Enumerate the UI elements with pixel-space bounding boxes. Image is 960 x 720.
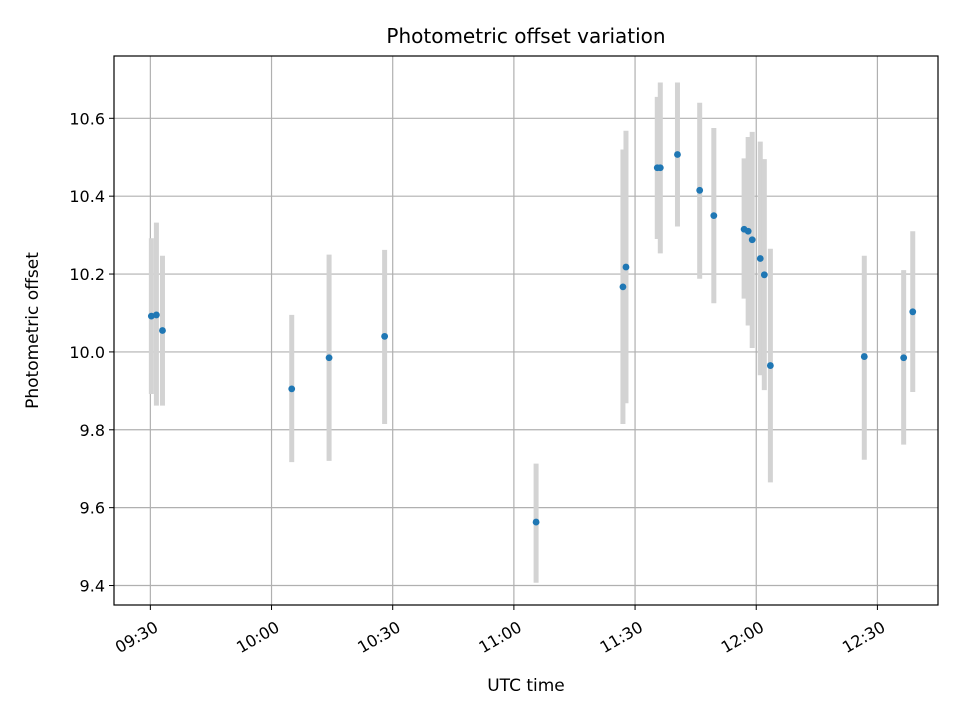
chart-title: Photometric offset variation xyxy=(386,24,665,48)
data-point xyxy=(860,353,868,360)
data-point xyxy=(381,332,389,340)
y-tick-label: 10.6 xyxy=(69,109,105,128)
y-axis-ticks: 9.4 9.6 9.8 10.0 10.2 10.4 10.6 xyxy=(69,109,114,596)
y-tick-label: 9.8 xyxy=(80,421,105,440)
data-point xyxy=(696,186,704,194)
data-point xyxy=(748,236,756,244)
y-tick-label: 10.2 xyxy=(69,265,105,284)
y-tick-label: 9.6 xyxy=(80,499,105,518)
data-point xyxy=(909,308,917,316)
y-axis-label: Photometric offset xyxy=(23,252,43,409)
data-points xyxy=(147,151,917,526)
data-point xyxy=(744,227,752,235)
data-point xyxy=(622,263,630,271)
data-point xyxy=(766,362,774,369)
data-point xyxy=(153,311,160,319)
data-point xyxy=(619,283,627,291)
data-point xyxy=(710,212,718,220)
x-axis-label: UTC time xyxy=(487,676,565,696)
data-point xyxy=(325,354,333,362)
data-point xyxy=(900,354,908,362)
plot-frame xyxy=(113,55,939,606)
data-point xyxy=(760,271,768,279)
data-point xyxy=(656,164,664,172)
y-tick-label: 10.0 xyxy=(69,343,105,362)
data-point xyxy=(756,255,764,262)
data-point xyxy=(532,518,540,526)
data-point xyxy=(159,327,166,334)
y-tick-label: 9.4 xyxy=(80,577,105,596)
grid xyxy=(114,56,938,605)
y-tick-label: 10.4 xyxy=(69,187,105,206)
data-point xyxy=(674,151,681,158)
data-point xyxy=(288,385,296,393)
